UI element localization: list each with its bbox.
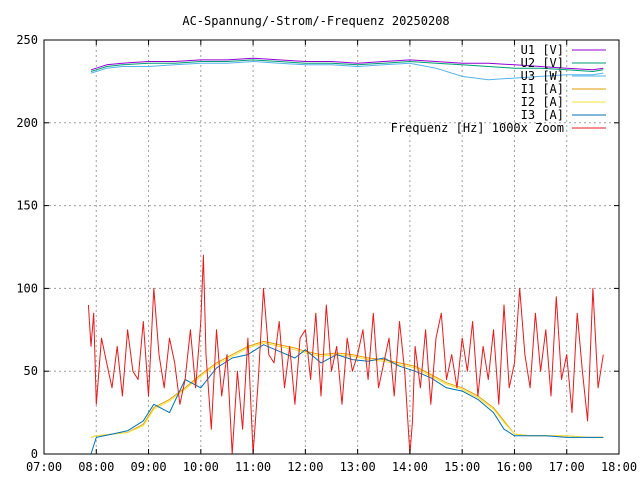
y-tick-label: 200	[16, 116, 38, 130]
y-tick-label: 150	[16, 199, 38, 213]
x-tick-label: 09:00	[130, 460, 166, 474]
series-line-2	[90, 61, 604, 81]
x-tick-label: 12:00	[287, 460, 323, 474]
y-tick-label: 250	[16, 33, 38, 47]
x-tick-label: 15:00	[444, 460, 480, 474]
series-line-1	[90, 59, 604, 72]
legend-label: I1 [A]	[521, 82, 564, 96]
x-tick-label: 17:00	[549, 460, 585, 474]
plot-frame	[43, 39, 620, 455]
x-tick-label: 14:00	[392, 460, 428, 474]
x-tick-label: 16:00	[496, 460, 532, 474]
axis-ticks: 07:00 08:00 09:00 10:00 11:00 12:00 13:00 14:00…	[16, 33, 637, 474]
legend-label: I2 [A]	[521, 95, 564, 109]
legend-label: U1 [V]	[521, 43, 564, 57]
series-line-5	[90, 344, 604, 455]
chart-title: AC-Spannung/-Strom/-Frequenz 20250208	[182, 14, 449, 28]
series-line-0	[90, 57, 604, 71]
series-line-3	[90, 340, 604, 438]
x-tick-label: 18:00	[601, 460, 637, 474]
series-layer	[87, 57, 604, 455]
x-tick-label: 13:00	[340, 460, 376, 474]
y-tick-label: 0	[31, 447, 38, 461]
legend: U1 [V]U2 [V]U3 [W]I1 [A]I2 [A]I3 [A]Freq…	[391, 43, 606, 135]
y-tick-label: 100	[16, 281, 38, 295]
y-tick-label: 50	[24, 364, 38, 378]
x-tick-label: 11:00	[235, 460, 271, 474]
x-tick-label: 08:00	[78, 460, 114, 474]
legend-label: Frequenz [Hz] 1000x Zoom	[391, 121, 564, 135]
legend-label: I3 [A]	[521, 108, 564, 122]
x-tick-label: 07:00	[26, 460, 62, 474]
legend-label: U2 [V]	[521, 56, 564, 70]
x-tick-label: 10:00	[183, 460, 219, 474]
series-line-6	[87, 254, 604, 455]
legend-label: U3 [W]	[521, 69, 564, 83]
